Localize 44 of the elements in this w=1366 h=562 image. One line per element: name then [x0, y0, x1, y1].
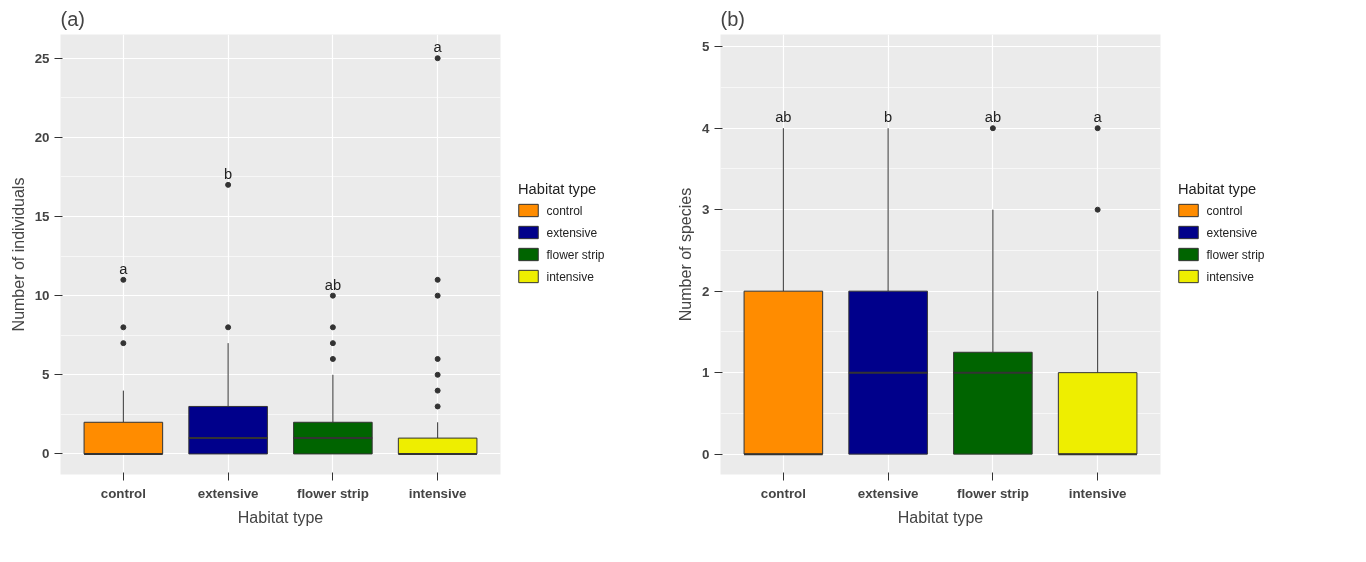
- annotation: ab: [775, 109, 792, 126]
- y-tick-label: 25: [34, 50, 51, 66]
- y-tick-label: 4: [702, 120, 711, 136]
- y-tick-label: 5: [42, 367, 51, 383]
- y-tick-label: 20: [34, 129, 50, 145]
- x-axis-title: Habitat type: [897, 508, 984, 526]
- y-tick-label: 10: [34, 288, 50, 304]
- x-tick-label: flower strip: [956, 485, 1029, 501]
- chart-title: (a): [60, 7, 85, 30]
- y-tick-label: 1: [702, 365, 711, 381]
- legend-label: intensive: [546, 269, 595, 284]
- x-tick-label: intensive: [1068, 485, 1127, 501]
- chart-title: (b): [720, 7, 745, 30]
- y-tick-label: 5: [702, 39, 711, 55]
- legend-label: control: [546, 203, 583, 218]
- annotation: ab: [984, 109, 1002, 126]
- x-tick-label: control: [100, 485, 146, 501]
- y-tick-label: 15: [34, 209, 51, 225]
- legend-label: extensive: [1206, 225, 1258, 240]
- annotation: b: [224, 165, 233, 182]
- legend-label: intensive: [1206, 269, 1255, 284]
- annotation: ab: [324, 276, 342, 293]
- legend-title: Habitat type: [518, 180, 597, 197]
- annotation: b: [884, 109, 893, 126]
- y-tick-label: 2: [702, 283, 710, 299]
- legend-label: control: [1206, 203, 1243, 218]
- x-tick-label: flower strip: [296, 485, 369, 501]
- y-tick-label: 0: [702, 446, 710, 462]
- y-axis-title: Number of species: [677, 187, 695, 322]
- y-tick-label: 3: [702, 202, 710, 218]
- y-axis-title: Number of individuals: [9, 177, 27, 332]
- x-tick-label: control: [760, 485, 806, 501]
- x-tick-label: extensive: [197, 485, 259, 501]
- x-axis-title: Habitat type: [237, 508, 324, 526]
- legend-label: extensive: [546, 225, 598, 240]
- x-tick-label: intensive: [408, 485, 467, 501]
- x-tick-label: extensive: [857, 485, 919, 501]
- annotation: a: [119, 260, 129, 277]
- annotation: a: [433, 39, 443, 56]
- legend-label: flower strip: [546, 247, 605, 262]
- y-tick-label: 0: [42, 446, 50, 462]
- annotation: a: [1093, 109, 1103, 126]
- legend-label: flower strip: [1206, 247, 1265, 262]
- legend-title: Habitat type: [1178, 180, 1257, 197]
